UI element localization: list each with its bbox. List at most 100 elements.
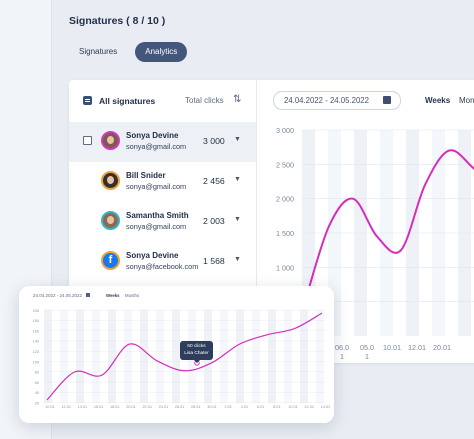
y-tick-label: 100: [33, 360, 39, 364]
x-tick-label: 10.01: [288, 405, 298, 409]
grid-column: [108, 310, 116, 403]
x-tick-label: 4.01: [241, 405, 248, 409]
x-tick-label: 12.01: [304, 405, 314, 409]
date-range-picker[interactable]: 24.04.2022 - 24.05.2022: [273, 91, 401, 110]
y-tick-label: 140: [33, 340, 39, 344]
y-tick-label: 1 000: [276, 263, 294, 272]
page-title: Signatures ( 8 / 10 ): [69, 15, 166, 27]
grid-column: [236, 310, 244, 403]
y-tick-label: 1 500: [276, 229, 294, 238]
grid-column: [124, 310, 132, 403]
y-tick-label: 120: [33, 350, 39, 354]
click-count: 2 456: [203, 176, 225, 186]
total-clicks-label: Total clicks: [185, 96, 224, 105]
x-tick-label: 30.01: [207, 405, 217, 409]
small-weeks-toggle[interactable]: Weeks: [106, 293, 120, 298]
calendar-icon[interactable]: [383, 96, 391, 104]
x-tick-label: 1: [365, 352, 369, 361]
x-tick-label: 10.01: [383, 343, 401, 352]
list-item[interactable]: Bill Snider sonya@gmail.com 2 456 ▼: [69, 162, 256, 202]
x-tick-label: 12.01: [408, 343, 426, 352]
tab-signatures[interactable]: Signatures: [79, 47, 118, 56]
tabs: Signatures Analytics: [69, 42, 188, 62]
y-tick-label: 160: [33, 329, 39, 333]
grid-column: [284, 310, 292, 403]
y-tick-label: 200: [33, 309, 39, 313]
y-tick-label: 20: [35, 402, 39, 406]
grid-column: [268, 310, 276, 403]
grid-column: [220, 310, 228, 403]
row-checkbox[interactable]: [83, 136, 92, 145]
grid-column: [300, 310, 308, 403]
x-tick-label: 8.01: [273, 405, 280, 409]
divider: [256, 80, 257, 363]
signature-email: sonya@gmail.com: [126, 142, 187, 151]
x-tick-label: 6.01: [257, 405, 264, 409]
y-tick-label: 2 500: [276, 160, 294, 169]
avatar: [101, 171, 120, 190]
grid-column: [172, 310, 180, 403]
chart-tooltip: 60 clicks Lisa Chater: [180, 341, 213, 363]
x-tick-label: 14.01: [321, 405, 331, 409]
x-tick-label: 16.01: [94, 405, 104, 409]
y-tick-label: 180: [33, 319, 39, 323]
x-tick-label: 2.01: [225, 405, 232, 409]
click-count: 1 568: [203, 256, 225, 266]
y-tick-label: 40: [35, 391, 39, 395]
series-line: [46, 312, 323, 401]
tab-analytics[interactable]: Analytics: [135, 42, 188, 62]
x-tick-label: 22.01: [142, 405, 152, 409]
signature-name: Bill Snider: [126, 171, 166, 180]
signature-name: Sonya Devine: [126, 131, 179, 140]
tooltip-value: 60 clicks: [187, 344, 206, 349]
signature-email: sonya@gmail.com: [126, 222, 187, 231]
chevron-down-icon[interactable]: ▼: [234, 136, 241, 143]
signature-name: Samantha Smith: [126, 211, 189, 220]
click-count: 2 003: [203, 216, 225, 226]
weeks-toggle[interactable]: Weeks: [425, 96, 451, 105]
x-tick-label: 06.0: [335, 343, 349, 352]
grid-column: [316, 310, 324, 403]
chevron-down-icon[interactable]: ▼: [234, 256, 241, 263]
list-item[interactable]: Sonya Devine sonya@gmail.com 3 000 ▼: [69, 122, 256, 162]
list-item[interactable]: Samantha Smith sonya@gmail.com 2 003 ▼: [69, 202, 256, 242]
grid-column: [76, 310, 84, 403]
y-tick-label: 80: [35, 371, 39, 375]
click-count: 3 000: [203, 136, 225, 146]
signature-list-header: All signatures Total clicks ⇅: [69, 80, 256, 122]
x-tick-label: 1: [340, 352, 344, 361]
small-date-range[interactable]: 24.04.2022 - 24.05.2022: [33, 293, 83, 298]
avatar: [101, 211, 120, 230]
grid-column: [44, 310, 52, 403]
y-tick-label: 2 000: [276, 195, 294, 204]
signature-name: Sonya Devine: [126, 251, 179, 260]
x-tick-label: 26.01: [175, 405, 185, 409]
x-tick-label: 18.01: [110, 405, 120, 409]
grid-column: [252, 310, 260, 403]
x-tick-label: 24.01: [159, 405, 169, 409]
popup-chart-card: 24.04.2022 - 24.05.2022 Weeks Months 200…: [19, 286, 334, 423]
grid-column: [156, 310, 164, 403]
y-tick-label: 3 000: [276, 126, 294, 135]
sort-icon[interactable]: ⇅: [233, 94, 242, 105]
x-tick-label: 05.0: [360, 343, 374, 352]
signature-email: sonya@facebook.com: [126, 262, 199, 271]
x-tick-label: 20.01: [433, 343, 451, 352]
series-line: [304, 149, 474, 302]
tooltip-name: Lisa Chater: [184, 351, 209, 356]
list-icon: [83, 96, 92, 105]
calendar-icon[interactable]: [86, 293, 90, 297]
chevron-down-icon[interactable]: ▼: [234, 216, 241, 223]
y-tick-label: 60: [35, 381, 39, 385]
grid-column: [60, 310, 68, 403]
small-line-chart: 200 180 160 140 120 100 80 60 40 20 10.01 12.01 14.0…: [33, 309, 331, 409]
small-months-toggle[interactable]: Months: [125, 293, 140, 298]
list-item[interactable]: f Sonya Devine sonya@facebook.com 1 568 …: [69, 242, 256, 282]
all-signatures-label: All signatures: [99, 96, 156, 106]
chevron-down-icon[interactable]: ▼: [234, 176, 241, 183]
x-tick-label: 10.01: [45, 405, 55, 409]
months-toggle[interactable]: Mon: [459, 96, 474, 105]
facebook-icon: f: [101, 251, 120, 270]
